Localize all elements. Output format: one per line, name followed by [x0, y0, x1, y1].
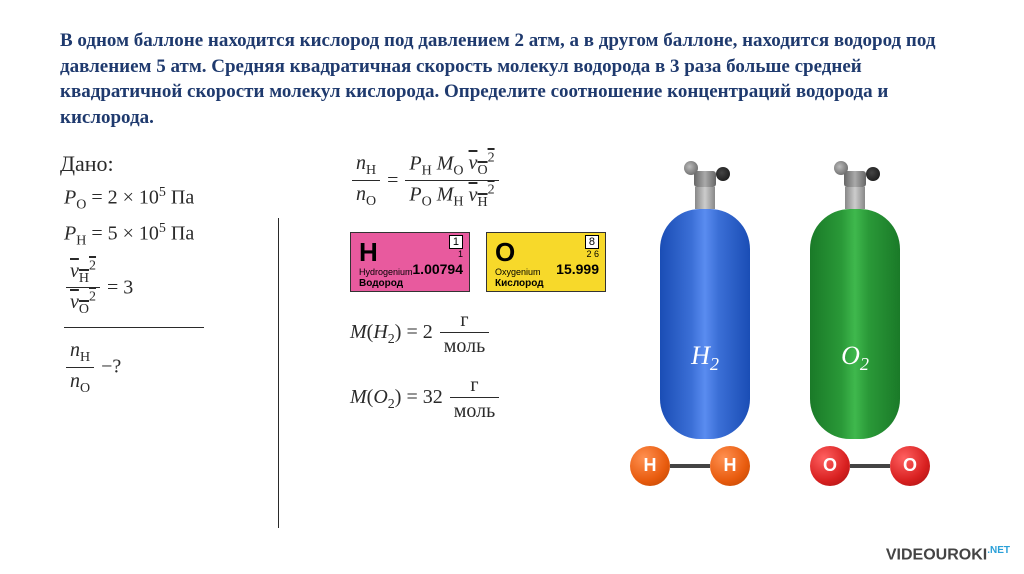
element-config: 1 [458, 249, 463, 259]
molecule-o2: O O [810, 446, 930, 486]
illustration-block: H2 O2 H H O O [620, 151, 964, 432]
element-latname: Oxygenium [495, 267, 541, 277]
molecule-h2: H H [630, 446, 750, 486]
atom-o-icon: O [890, 446, 930, 486]
element-mass: 15.999 [556, 261, 599, 277]
solution-block: nH nO = PH MO vO2 PO MH vH2 H 1 1 1.0079… [320, 151, 620, 432]
element-symbol: H [359, 237, 378, 268]
cylinder-h2: H2 [650, 161, 760, 439]
element-mass: 1.00794 [412, 261, 463, 277]
cylinder-label-o2: O2 [841, 341, 869, 375]
element-latname: Hydrogenium [359, 267, 413, 277]
problem-statement: В одном баллоне находится кислород под д… [0, 0, 1024, 141]
element-card-oxygen: O 8 2 6 15.999 Oxygenium Кислород [486, 232, 606, 292]
element-config: 2 6 [586, 249, 599, 259]
atom-h-icon: H [710, 446, 750, 486]
cylinder-neck [695, 187, 715, 209]
periodic-elements: H 1 1 1.00794 Hydrogenium Водород O 8 2 … [350, 232, 620, 292]
atom-h-icon: H [630, 446, 670, 486]
element-card-hydrogen: H 1 1 1.00794 Hydrogenium Водород [350, 232, 470, 292]
atom-o-icon: O [810, 446, 850, 486]
element-symbol: O [495, 237, 515, 268]
given-label: Дано: [60, 151, 320, 177]
given-block: Дано: PO = 2 × 105 Па PH = 5 × 105 Па vH… [60, 151, 320, 432]
cylinder-body [810, 209, 900, 439]
element-runame: Кислород [495, 278, 544, 289]
cylinder-body [660, 209, 750, 439]
cylinder-valve [684, 161, 726, 187]
bond-icon [850, 464, 890, 468]
given-separator [64, 327, 204, 328]
cylinder-o2: O2 [800, 161, 910, 439]
cylinder-valve [834, 161, 876, 187]
given-velocity-ratio: vH2 vO2 = 3 [64, 258, 320, 319]
watermark: VIDEOUROKI.NET [886, 545, 1010, 564]
molar-mass-o2: M(O2) = 32 г моль [350, 373, 620, 424]
cylinder-neck [845, 187, 865, 209]
element-runame: Водород [359, 278, 403, 289]
given-unknown: nH nO −? [64, 338, 320, 398]
given-po: PO = 2 × 105 Па [64, 185, 320, 214]
bond-icon [670, 464, 710, 468]
main-formula: nH nO = PH MO vO2 PO MH vH2 [350, 151, 620, 212]
element-number: 8 [585, 235, 599, 249]
molar-mass-h2: M(H2) = 2 г моль [350, 308, 620, 359]
given-ph: PH = 5 × 105 Па [64, 221, 320, 250]
cylinder-label-h2: H2 [691, 341, 719, 375]
element-number: 1 [449, 235, 463, 249]
